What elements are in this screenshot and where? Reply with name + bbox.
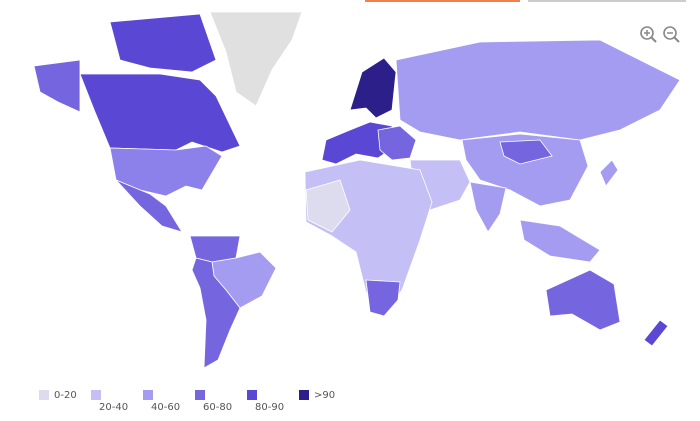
mongolia [499,139,553,165]
australia [545,269,621,331]
legend-swatch [39,390,49,400]
mexico [115,179,183,233]
russia [395,39,681,141]
legend-label: 40-60 [151,402,180,413]
zoom-out[interactable] [663,26,680,43]
southeast-asia [519,219,601,263]
china-region [461,133,589,207]
legend-swatch [247,390,257,400]
legend: 0-20 20-40 40-60 60-80 80-90 >90 [39,390,335,413]
zoom-in[interactable] [640,26,657,43]
legend-label: 20-40 [99,402,128,413]
zoom-controls [640,26,680,43]
legend-swatch [299,390,309,400]
nordics [349,57,397,119]
top-tab [528,0,686,2]
top-tab [365,0,520,2]
new-zealand [643,319,669,347]
japan [599,159,619,187]
southern-cone [191,257,241,369]
legend-swatch [143,390,153,400]
world-map [33,11,681,369]
legend-label: 0-20 [54,390,77,401]
legend-label: 60-80 [203,402,232,413]
canada-islands [109,13,217,73]
canada [79,73,241,153]
alaska [33,59,81,113]
eastern-europe [377,125,417,161]
greenland [209,11,303,107]
india [469,181,507,233]
legend-label: 80-90 [255,402,284,413]
legend-label: >90 [314,390,335,401]
west-africa [305,179,351,233]
south-africa [365,279,401,317]
legend-swatch [195,390,205,400]
legend-swatch [91,390,101,400]
